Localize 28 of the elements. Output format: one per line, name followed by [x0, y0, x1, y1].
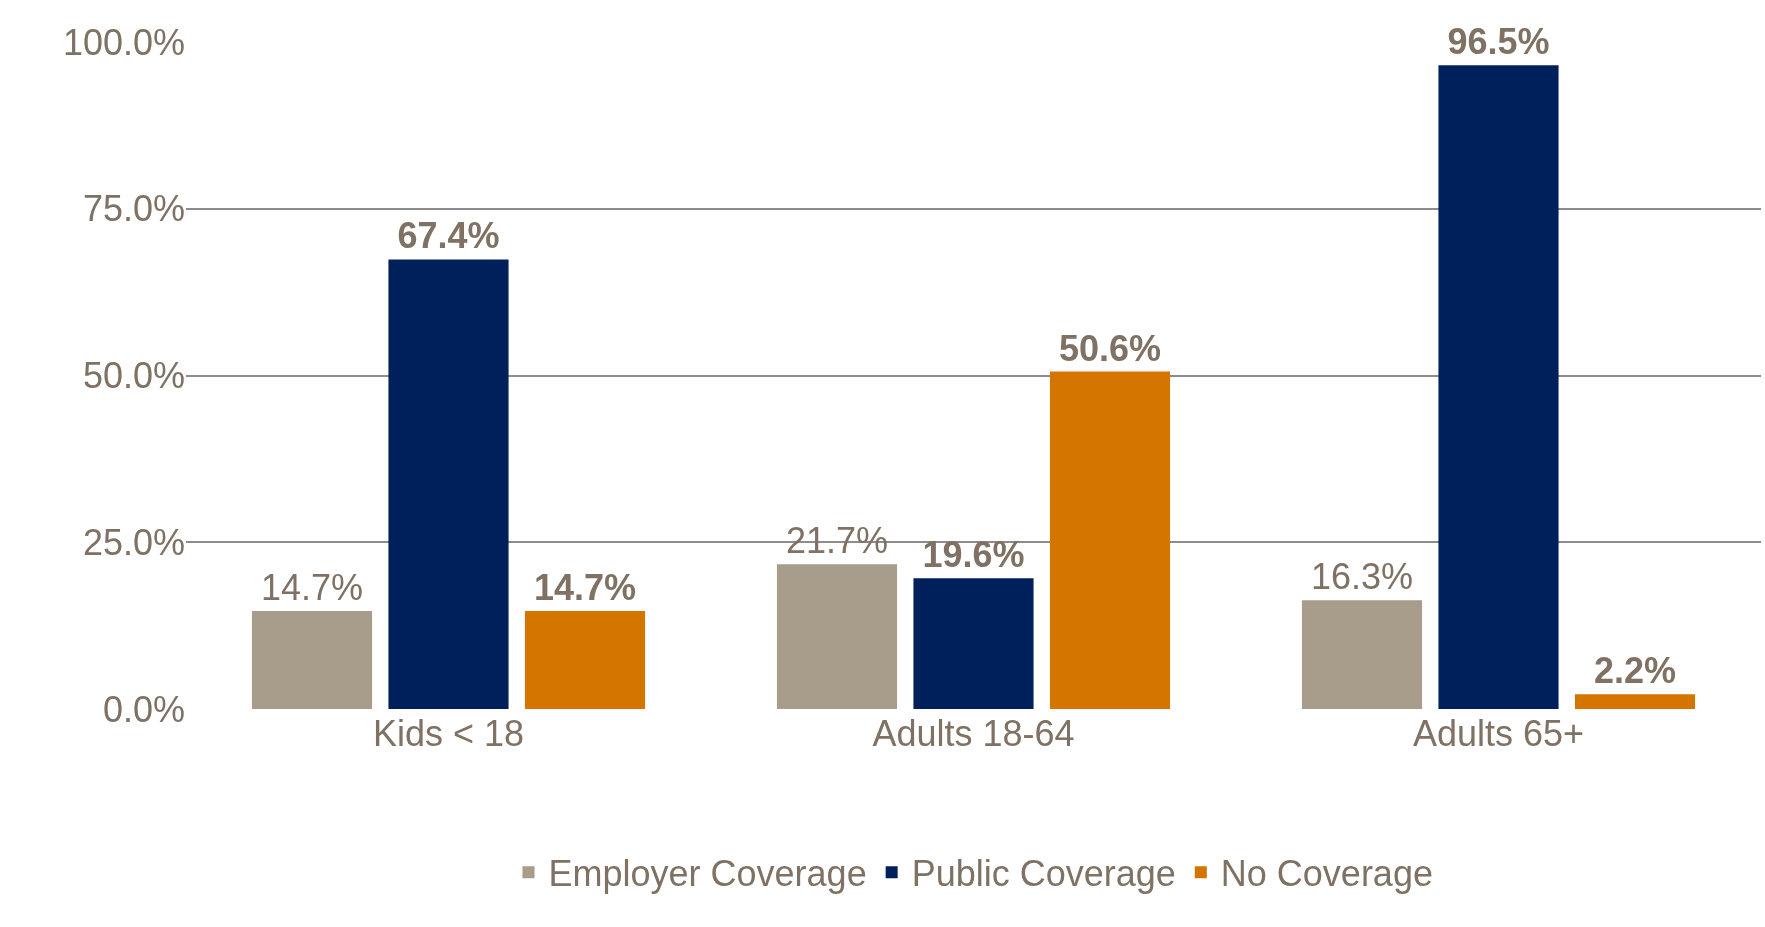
y-tick-label: 100.0%	[62, 21, 185, 63]
x-tick-label: Adults 65+	[1412, 713, 1585, 754]
legend-label: Public Coverage	[911, 853, 1176, 895]
y-tick-label: 50.0%	[82, 355, 185, 397]
data-label: 50.6%	[1058, 327, 1162, 369]
data-label: 14.7%	[260, 566, 364, 608]
x-tick-label: Adults 18-64	[872, 713, 1075, 754]
y-tick-label: 75.0%	[82, 188, 185, 230]
bar	[388, 259, 509, 709]
bar	[1438, 65, 1559, 709]
y-tick-label: 0.0%	[102, 688, 185, 730]
legend-label: Employer Coverage	[548, 853, 867, 895]
y-tick-label: 25.0%	[82, 521, 185, 563]
bar	[524, 610, 646, 709]
data-label: 67.4%	[397, 215, 500, 257]
data-label: 16.3%	[1310, 556, 1414, 598]
data-label: 19.6%	[922, 534, 1025, 576]
data-label: 14.7%	[533, 566, 637, 608]
bar	[913, 578, 1034, 709]
data-label: 2.2%	[1593, 650, 1677, 692]
bar	[1049, 371, 1171, 709]
bar	[1301, 600, 1423, 709]
legend-label: No Coverage	[1220, 853, 1433, 895]
bar	[1574, 694, 1696, 709]
bar	[251, 610, 373, 709]
bar	[776, 564, 898, 709]
x-tick-label: Kids < 18	[372, 713, 525, 754]
data-label: 96.5%	[1447, 21, 1550, 63]
